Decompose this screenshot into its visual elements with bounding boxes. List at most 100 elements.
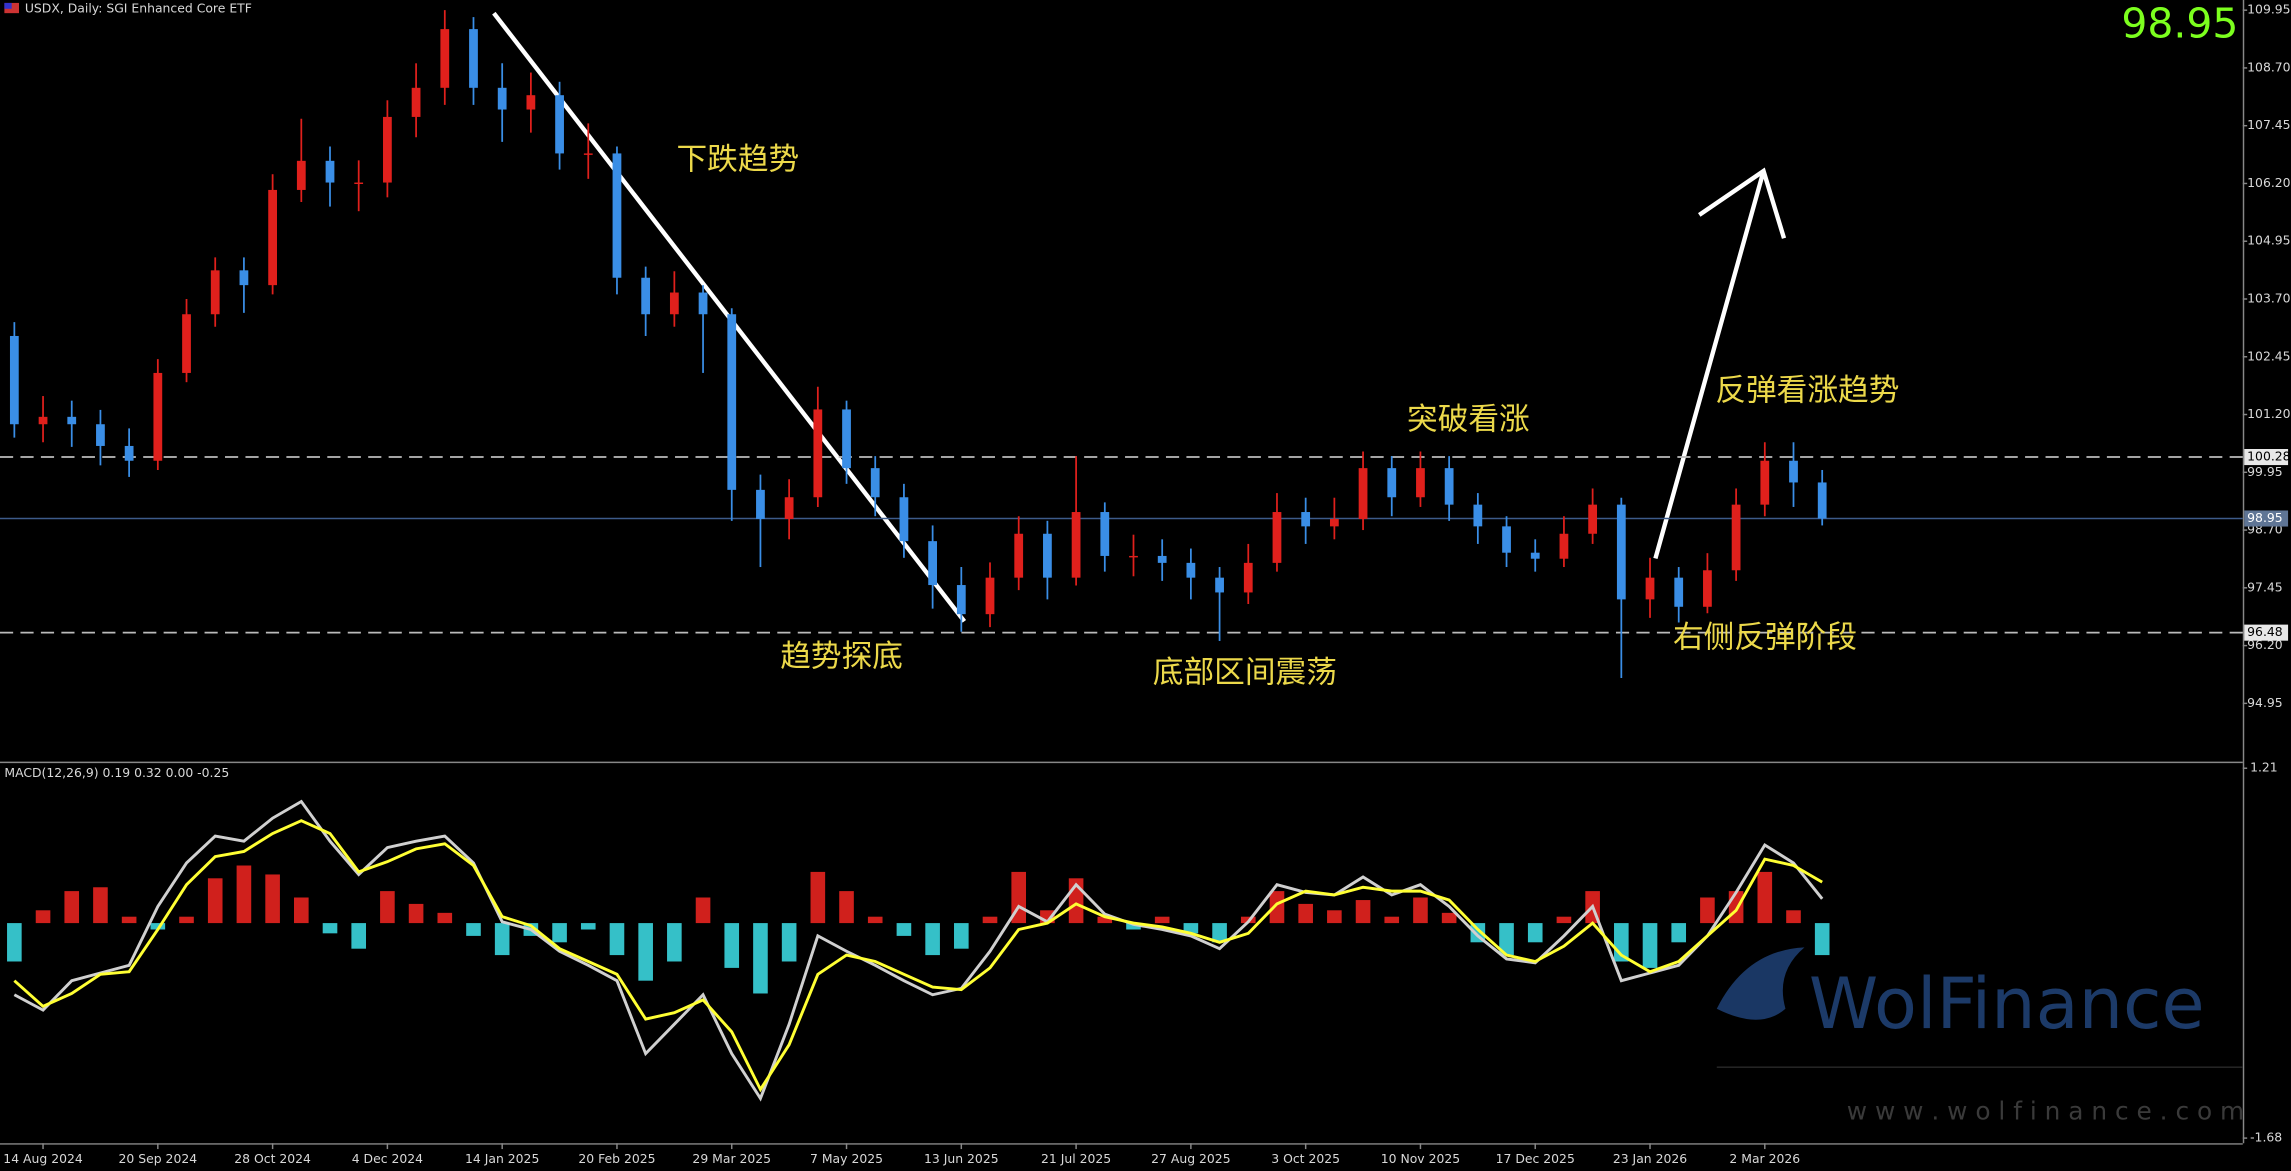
candle-body	[1186, 562, 1196, 578]
macd-histogram-bar	[552, 923, 567, 943]
macd-histogram-bar	[1499, 923, 1514, 956]
candle-body	[756, 489, 765, 519]
annotation: 底部区间震荡	[1153, 655, 1337, 690]
macd-histogram-bar	[1183, 923, 1199, 934]
y-tick-label: 102.45	[2247, 348, 2290, 363]
macd-histogram-bar	[93, 887, 108, 924]
macd-histogram-bar	[954, 923, 969, 949]
macd-histogram-bar	[667, 923, 682, 962]
candle-body	[928, 541, 938, 586]
macd-histogram-bar	[437, 912, 453, 924]
candle-body	[727, 314, 737, 490]
chart-title: USDX, Daily: SGI Enhanced Core ETF	[25, 0, 252, 15]
candle-body	[296, 160, 306, 190]
y-tick-label: 109.95	[2247, 2, 2290, 17]
watermark-logo	[1716, 947, 1805, 1020]
macd-histogram-bar	[1154, 916, 1170, 924]
candle-body	[124, 445, 134, 461]
candle-body	[9, 335, 19, 425]
macd-histogram-bar	[638, 923, 653, 981]
candle-body	[1789, 460, 1798, 483]
current-price-big: 98.95	[2121, 0, 2238, 47]
macd-histogram-bar	[35, 910, 51, 924]
candle-body	[1043, 533, 1052, 578]
candle-body	[612, 153, 622, 278]
candle-body	[354, 182, 364, 185]
candle-body	[985, 577, 995, 615]
candle-body	[239, 270, 249, 286]
candle-body	[182, 314, 191, 373]
macd-histogram-bar	[265, 874, 280, 924]
macd-histogram-bar	[380, 891, 395, 924]
x-tick-label: 14 Jan 2025	[465, 1151, 539, 1166]
candle-body	[1100, 512, 1110, 556]
macd-histogram-bar	[322, 923, 338, 934]
candle-body	[1588, 504, 1598, 534]
candle-body	[1674, 577, 1684, 607]
x-tick-label: 20 Sep 2024	[119, 1151, 198, 1166]
macd-histogram-bar	[1671, 923, 1687, 943]
y-tick-label: 94.95	[2247, 695, 2283, 710]
candle-body	[583, 153, 593, 155]
candle-body	[1329, 518, 1339, 527]
candle-body	[1387, 468, 1397, 498]
annotation: 下跌趋势	[676, 142, 799, 177]
macd-histogram-bar	[207, 878, 223, 924]
macd-histogram-bar	[1126, 923, 1141, 930]
candle-body	[1416, 468, 1425, 498]
y-tick-label: 103.70	[2247, 290, 2291, 305]
macd-histogram-bar	[1728, 891, 1744, 924]
candle-body	[210, 270, 220, 315]
level-label: 100.28	[2247, 449, 2291, 464]
macd-title: MACD(12,26,9) 0.19 0.32 0.00 -0.25	[4, 765, 229, 780]
macd-histogram-bar	[724, 923, 740, 968]
watermark-brand: WolFinance	[1809, 963, 2205, 1045]
candle-body	[1358, 468, 1368, 519]
x-tick-label: 20 Feb 2025	[578, 1151, 655, 1166]
candle-body	[526, 95, 536, 110]
macd-line	[13, 819, 1823, 1093]
macd-histogram-bar	[1413, 897, 1428, 924]
candle-body	[1559, 533, 1569, 559]
macd-histogram-bar	[236, 865, 252, 924]
x-tick-label: 14 Aug 2024	[3, 1151, 83, 1166]
x-tick-label: 2 Mar 2026	[1729, 1151, 1800, 1166]
candle-body	[899, 497, 909, 542]
macd-histogram-bar	[925, 923, 940, 956]
candle-body	[411, 87, 421, 117]
candle-body	[1301, 512, 1311, 527]
candle-body	[96, 424, 105, 446]
watermark: WolFinance w w w . w o l f i n a n c e .…	[1716, 947, 2244, 1126]
candle-body	[669, 292, 679, 315]
level-label-box	[2244, 624, 2289, 641]
macd-histogram-bar	[179, 916, 194, 924]
macd-histogram-bar	[494, 923, 510, 956]
macd-histogram-bar	[867, 916, 883, 924]
y-tick-label: 106.20	[2247, 175, 2291, 190]
watermark-url: w w w . w o l f i n a n c e . c o m	[1847, 1097, 2244, 1126]
x-tick-label: 23 Jan 2026	[1613, 1151, 1687, 1166]
macd-histogram-bar	[294, 897, 309, 924]
macd-histogram-bar	[1327, 910, 1342, 924]
annotation: 反弹看涨趋势	[1715, 373, 1899, 408]
y-tick-label: 101.20	[2247, 406, 2291, 421]
macd-histogram-bar	[1269, 891, 1285, 924]
x-tick-label: 27 Aug 2025	[1151, 1151, 1230, 1166]
macd-histogram-bar	[7, 923, 22, 962]
y-tick-label: 99.95	[2247, 464, 2283, 479]
candle-body	[440, 29, 450, 88]
x-tick-label: 4 Dec 2024	[352, 1151, 423, 1166]
macd-histogram-bar	[1212, 923, 1227, 943]
candle-body	[641, 277, 651, 315]
candle-body	[38, 416, 48, 425]
symbol-flag-canton	[4, 2, 12, 9]
macd-histogram-bar	[64, 891, 80, 924]
macd-line	[13, 799, 1824, 1102]
macd-histogram-bar	[1298, 903, 1313, 924]
macd-histogram-bar	[1355, 900, 1371, 924]
candle-body	[1817, 482, 1827, 519]
y-tick-label: 97.45	[2247, 579, 2283, 594]
candle-body	[268, 189, 277, 286]
candle-body	[1502, 526, 1511, 553]
